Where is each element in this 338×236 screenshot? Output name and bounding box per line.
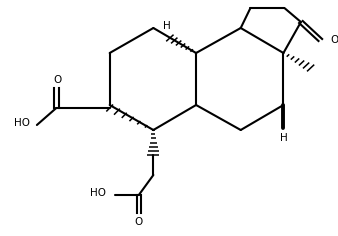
Text: H: H bbox=[280, 133, 287, 143]
Text: HO: HO bbox=[90, 188, 106, 198]
Text: O: O bbox=[54, 75, 62, 85]
Text: HO: HO bbox=[14, 118, 30, 128]
Text: O: O bbox=[330, 35, 338, 45]
Text: H: H bbox=[163, 21, 171, 31]
Text: O: O bbox=[135, 217, 143, 227]
